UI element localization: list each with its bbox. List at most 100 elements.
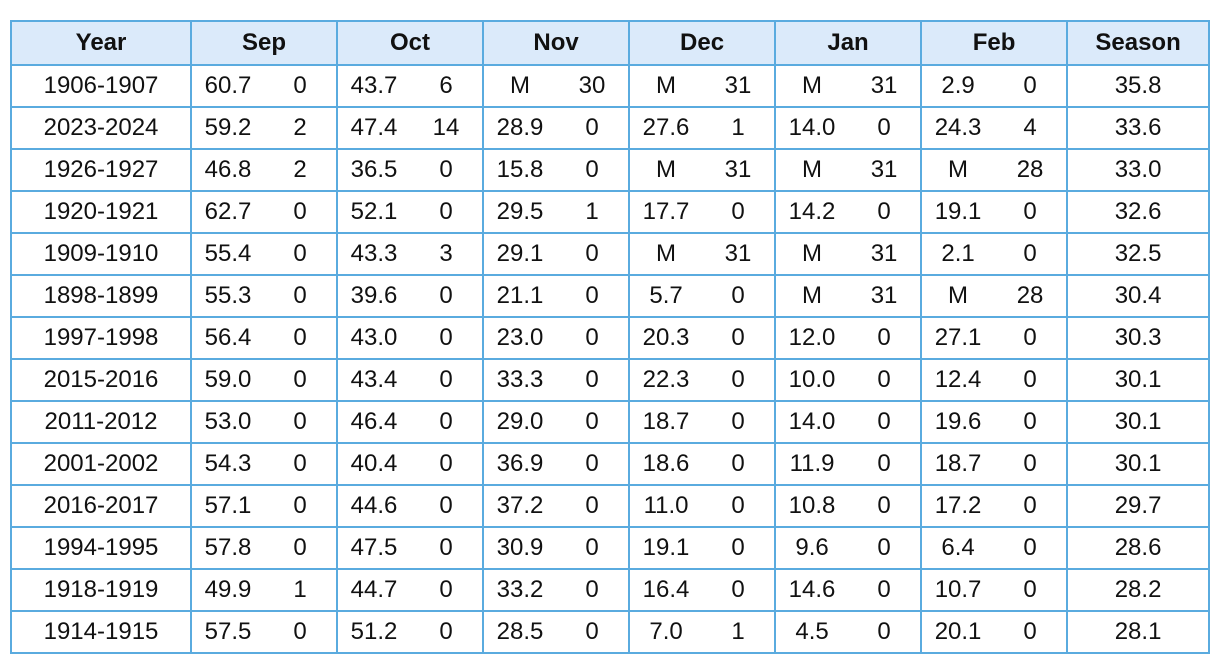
column-header: Nov <box>482 20 631 66</box>
table-row: 2015-2016 59.0 0 43.4 0 33.3 0 22.3 0 10.0 0 12.4 0 3… <box>10 358 1211 402</box>
missing-days-cell: 0 <box>994 526 1069 570</box>
snowfall-cell: M <box>774 232 849 276</box>
season-cell: 33.6 <box>1066 106 1211 150</box>
snowfall-cell: 39.6 <box>336 274 411 318</box>
snowfall-cell: 27.1 <box>920 316 995 360</box>
missing-days-cell: 2 <box>264 148 339 192</box>
missing-days-cell: 0 <box>848 316 923 360</box>
year-cell: 1914-1915 <box>10 610 192 654</box>
table-row: 1918-1919 49.9 1 44.7 0 33.2 0 16.4 0 14.6 0 10.7 0 2… <box>10 568 1211 612</box>
missing-days-cell: 0 <box>410 526 485 570</box>
table-row: 1997-1998 56.4 0 43.0 0 23.0 0 20.3 0 12.0 0 27.1 0 3… <box>10 316 1211 360</box>
snowfall-cell: 28.5 <box>482 610 557 654</box>
snowfall-cell: M <box>628 64 703 108</box>
snowfall-cell: 22.3 <box>628 358 703 402</box>
snowfall-cell: 47.4 <box>336 106 411 150</box>
missing-days-cell: 0 <box>556 484 631 528</box>
missing-days-cell: 0 <box>848 442 923 486</box>
missing-days-cell: 0 <box>702 274 777 318</box>
missing-days-cell: 0 <box>556 316 631 360</box>
missing-days-cell: 1 <box>702 106 777 150</box>
year-cell: 2023-2024 <box>10 106 192 150</box>
table-row: 1994-1995 57.8 0 47.5 0 30.9 0 19.1 0 9.6 0 6.4 0 28.… <box>10 526 1211 570</box>
missing-days-cell: 0 <box>994 484 1069 528</box>
table-row: 2001-2002 54.3 0 40.4 0 36.9 0 18.6 0 11.9 0 18.7 0 3… <box>10 442 1211 486</box>
snowfall-cell: 30.9 <box>482 526 557 570</box>
missing-days-cell: 0 <box>994 442 1069 486</box>
season-cell: 29.7 <box>1066 484 1211 528</box>
missing-days-cell: 0 <box>264 316 339 360</box>
table-row: 1909-1910 55.4 0 43.3 3 29.1 0 M 31 M 31 2.1 0 32.5 <box>10 232 1211 276</box>
missing-days-cell: 0 <box>556 106 631 150</box>
snowfall-cell: M <box>774 148 849 192</box>
snowfall-cell: 24.3 <box>920 106 995 150</box>
missing-days-cell: 0 <box>264 442 339 486</box>
table-row: 2023-2024 59.2 2 47.4 14 28.9 0 27.6 1 14.0 0 24.3 4… <box>10 106 1211 150</box>
snowfall-cell: 59.2 <box>190 106 264 150</box>
snowfall-cell: 49.9 <box>190 568 264 612</box>
snowfall-cell: M <box>628 232 703 276</box>
snowfall-cell: 62.7 <box>190 190 264 234</box>
missing-days-cell: 0 <box>702 526 777 570</box>
year-cell: 1920-1921 <box>10 190 192 234</box>
missing-days-cell: 0 <box>848 400 923 444</box>
snowfall-cell: 43.7 <box>336 64 411 108</box>
table-row: 1914-1915 57.5 0 51.2 0 28.5 0 7.0 1 4.5 0 20.1 0 28.… <box>10 610 1211 654</box>
missing-days-cell: 0 <box>410 442 485 486</box>
missing-days-cell: 0 <box>848 106 923 150</box>
missing-days-cell: 2 <box>264 106 339 150</box>
missing-days-cell: 0 <box>994 232 1069 276</box>
missing-days-cell: 0 <box>556 148 631 192</box>
missing-days-cell: 0 <box>848 484 923 528</box>
snowfall-cell: 9.6 <box>774 526 849 570</box>
missing-days-cell: 0 <box>556 526 631 570</box>
snowfall-cell: 40.4 <box>336 442 411 486</box>
season-cell: 30.4 <box>1066 274 1211 318</box>
snowfall-cell: 15.8 <box>482 148 557 192</box>
snowfall-cell: 57.1 <box>190 484 264 528</box>
snowfall-cell: 55.4 <box>190 232 264 276</box>
snowfall-cell: 12.0 <box>774 316 849 360</box>
snowfall-cell: 6.4 <box>920 526 995 570</box>
year-cell: 1909-1910 <box>10 232 192 276</box>
missing-days-cell: 0 <box>410 610 485 654</box>
season-cell: 30.3 <box>1066 316 1211 360</box>
missing-days-cell: 3 <box>410 232 485 276</box>
missing-days-cell: 31 <box>702 148 777 192</box>
snowfall-cell: 28.9 <box>482 106 557 150</box>
missing-days-cell: 31 <box>702 232 777 276</box>
missing-days-cell: 0 <box>264 610 339 654</box>
snowfall-cell: 33.2 <box>482 568 557 612</box>
season-cell: 28.6 <box>1066 526 1211 570</box>
snowfall-cell: 10.0 <box>774 358 849 402</box>
missing-days-cell: 0 <box>264 64 339 108</box>
missing-days-cell: 14 <box>410 106 485 150</box>
year-cell: 1898-1899 <box>10 274 192 318</box>
column-header: Season <box>1066 20 1211 66</box>
missing-days-cell: 0 <box>848 358 923 402</box>
missing-days-cell: 0 <box>410 484 485 528</box>
snowfall-cell: 55.3 <box>190 274 264 318</box>
missing-days-cell: 6 <box>410 64 485 108</box>
snowfall-cell: 20.3 <box>628 316 703 360</box>
missing-days-cell: 0 <box>848 610 923 654</box>
snowfall-cell: 10.8 <box>774 484 849 528</box>
snowfall-cell: 59.0 <box>190 358 264 402</box>
missing-days-cell: 0 <box>702 358 777 402</box>
header-row: Year Sep Oct Nov Dec Jan Feb Season <box>10 20 1211 66</box>
snowfall-cell: 43.4 <box>336 358 411 402</box>
snowfall-cell: M <box>774 64 849 108</box>
missing-days-cell: 0 <box>556 400 631 444</box>
missing-days-cell: 0 <box>410 274 485 318</box>
missing-days-cell: 31 <box>848 274 923 318</box>
year-cell: 2016-2017 <box>10 484 192 528</box>
snowfall-cell: 36.5 <box>336 148 411 192</box>
snowfall-cell: 18.6 <box>628 442 703 486</box>
season-cell: 28.1 <box>1066 610 1211 654</box>
snowfall-cell: M <box>628 148 703 192</box>
snowfall-cell: 14.6 <box>774 568 849 612</box>
snowfall-cell: 36.9 <box>482 442 557 486</box>
snowfall-cell: 18.7 <box>628 400 703 444</box>
missing-days-cell: 30 <box>556 64 631 108</box>
snowfall-cell: 18.7 <box>920 442 995 486</box>
